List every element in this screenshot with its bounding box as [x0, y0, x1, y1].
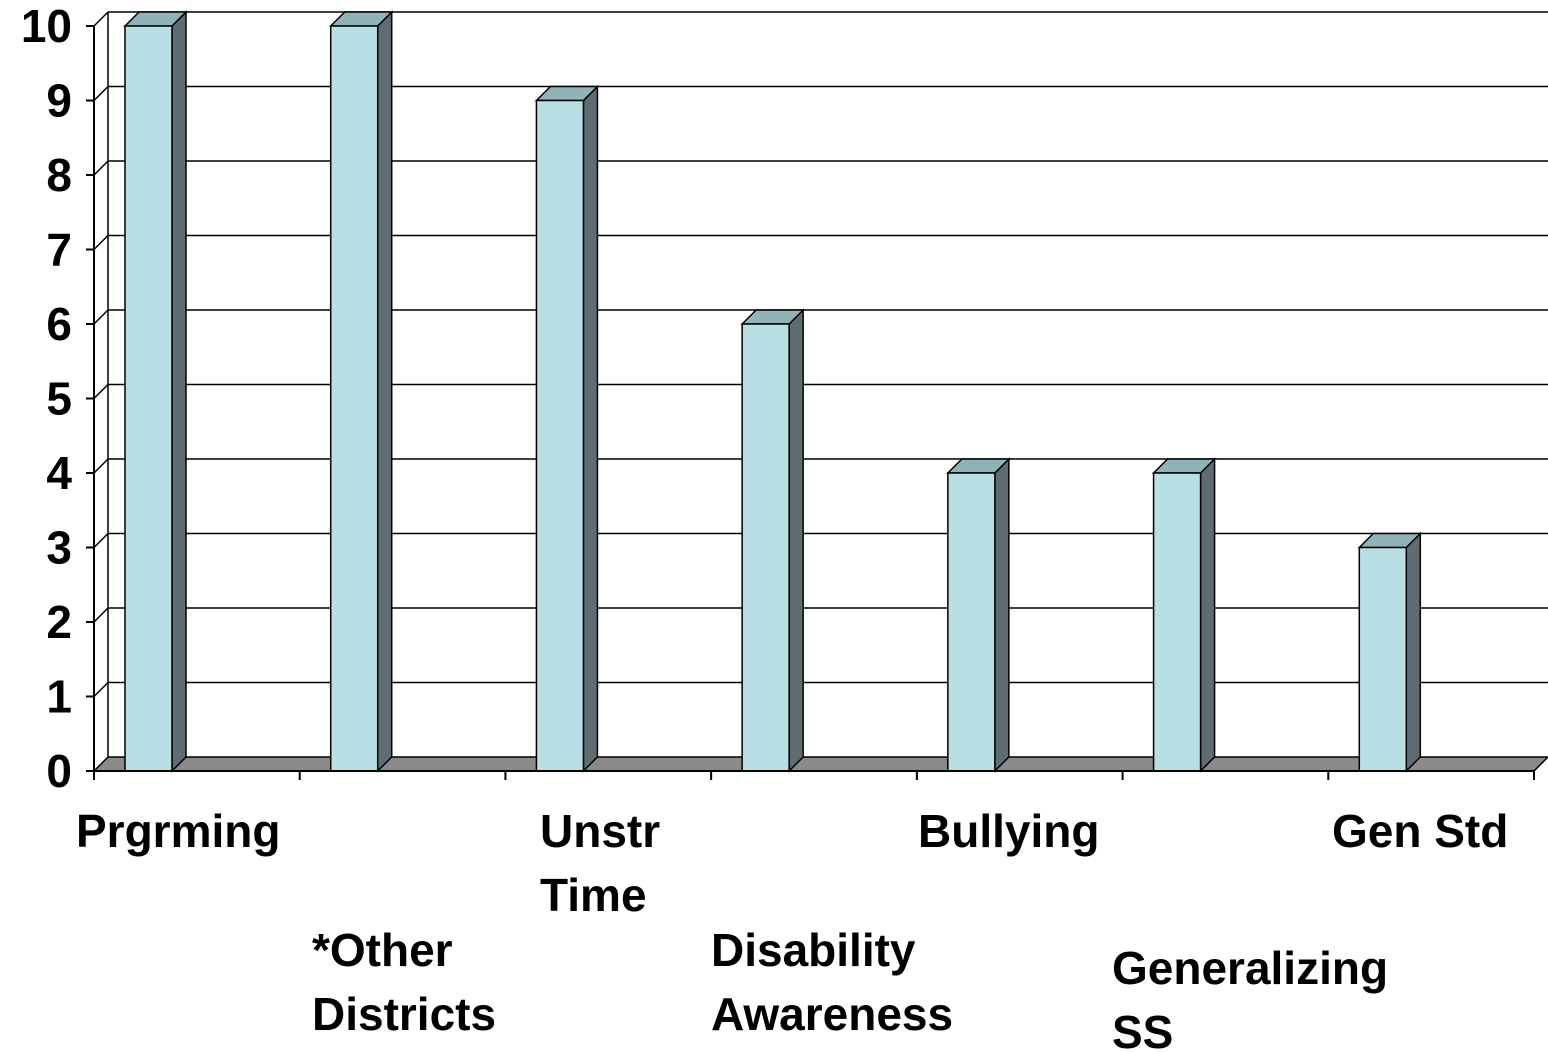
y-tick-label: 9: [46, 75, 72, 127]
chart-floor: [92, 756, 1548, 772]
bar: [328, 10, 394, 773]
category-labels: Prgrming *Other Districts Unstr Time Disabili…: [76, 805, 1508, 1052]
bar-front: [535, 99, 585, 772]
y-tick-label: 8: [46, 149, 72, 201]
category-label-line: Districts: [312, 988, 496, 1040]
gridline-depth: [93, 160, 109, 176]
category-label: Prgrming: [76, 805, 280, 857]
y-tick-label: 6: [46, 298, 72, 350]
gridlines: [93, 11, 1548, 757]
bar-front: [741, 323, 790, 772]
category-label: Disability Awareness: [711, 924, 953, 1040]
gridline-depth: [93, 11, 109, 27]
y-tick-label: 3: [46, 522, 72, 574]
bar-side: [171, 10, 187, 773]
floor: [92, 756, 1548, 772]
bar-front: [1152, 472, 1202, 772]
category-label: *Other Districts: [312, 924, 496, 1040]
category-label: Bullying: [918, 805, 1099, 857]
category-label-line: Bullying: [918, 805, 1099, 857]
category-label-line: Awareness: [711, 988, 953, 1040]
y-tick-label: 10: [21, 0, 72, 52]
bar: [740, 308, 805, 773]
bar-side: [1199, 457, 1216, 773]
category-label-line: Disability: [711, 924, 916, 976]
category-label-line: Gen Std: [1332, 805, 1508, 857]
gridline-depth: [93, 383, 109, 400]
bar-front: [947, 472, 996, 772]
bar: [534, 84, 600, 773]
y-tick-label: 1: [46, 671, 72, 723]
category-label: Gen Std: [1332, 805, 1508, 857]
x-axis: [93, 770, 1535, 780]
gridline-depth: [93, 309, 109, 325]
y-tick-label: 0: [46, 745, 72, 797]
bar-side: [994, 457, 1010, 773]
category-label-line: Prgrming: [76, 805, 280, 857]
y-axis: 0 1 2 3 4 5 6 7 8 9 10: [21, 0, 95, 797]
gridline-depth: [93, 458, 109, 474]
category-label: Unstr Time: [540, 805, 660, 921]
category-label-line: SS: [1112, 1006, 1173, 1052]
y-tick-label: 7: [46, 224, 72, 276]
bar-front: [329, 25, 379, 772]
category-label-line: Time: [540, 869, 647, 921]
bars: [123, 10, 1423, 773]
bar: [946, 457, 1011, 773]
gridline-depth: [93, 607, 109, 623]
category-label: Generalizing SS: [1112, 942, 1388, 1052]
gridline-depth: [93, 85, 109, 102]
gridline-depth: [93, 532, 109, 549]
category-label-line: Unstr: [540, 805, 660, 857]
y-tick-label: 5: [46, 373, 72, 425]
bar-front: [124, 25, 173, 772]
bar-side: [582, 84, 599, 773]
bar: [1357, 531, 1423, 773]
y-tick-label: 4: [46, 447, 72, 499]
gridline-depth: [93, 234, 109, 251]
bar-side: [788, 308, 804, 773]
bar-side: [376, 10, 393, 773]
gridline-depth: [93, 681, 109, 698]
bar: [123, 10, 188, 773]
category-label-line: *Other: [312, 924, 453, 976]
category-label-line: Generalizing: [1112, 942, 1388, 994]
bar-front: [1358, 546, 1408, 772]
y-tick-label: 2: [46, 596, 72, 648]
bar: [1151, 457, 1217, 773]
bar-side: [1405, 531, 1422, 773]
